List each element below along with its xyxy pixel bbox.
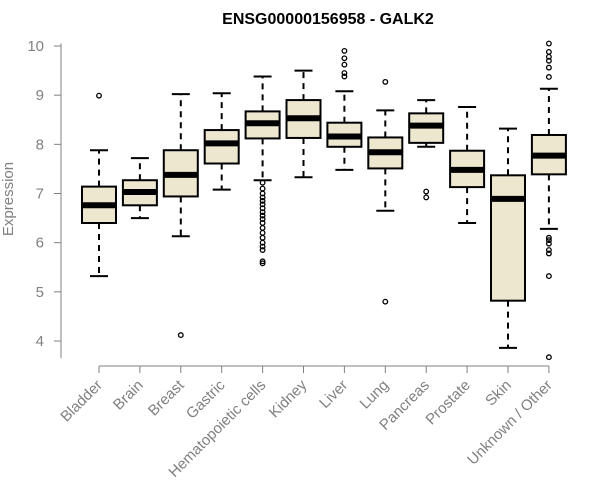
outlier-point [341, 55, 348, 62]
box-group [162, 93, 199, 339]
outlier-point [545, 247, 552, 253]
outlier-point [341, 73, 348, 80]
x-tick-label: Bladder [57, 377, 106, 426]
outlier-point [259, 224, 266, 231]
y-tick-label: 4 [36, 333, 44, 350]
outlier-point [259, 197, 266, 204]
box-group [285, 69, 322, 179]
outlier-point [259, 209, 266, 216]
outlier-point [545, 74, 552, 80]
box-group [203, 92, 240, 191]
outlier-point [545, 250, 552, 257]
outlier-point [545, 237, 552, 244]
y-axis: 4 5 6 7 8 9 10 [27, 38, 62, 359]
x-tick-label: Brain [110, 377, 147, 414]
outlier-point [259, 185, 266, 192]
x-tick-label: Kidney [266, 376, 311, 421]
x-tick-label: Liver [316, 377, 351, 412]
box-group [408, 99, 445, 201]
box-group [530, 40, 567, 361]
outlier-point [545, 234, 552, 241]
outlier-point [259, 216, 266, 223]
y-axis-label: Expression [0, 162, 17, 236]
box-group [449, 105, 486, 224]
outlier-point [259, 260, 266, 267]
outlier-point [341, 47, 348, 54]
x-tick-label: Skin [482, 377, 515, 410]
outlier-point [259, 229, 266, 236]
chart-title: ENSG00000156958 - GALK2 [222, 11, 434, 28]
x-tick-label: Prostate [422, 377, 474, 429]
outlier-point [259, 247, 266, 253]
y-tick-label: 8 [36, 136, 44, 153]
outlier-point [423, 194, 430, 201]
outlier-point [259, 239, 266, 246]
outlier-point [382, 78, 389, 85]
outlier-point [423, 188, 430, 195]
outlier-point [545, 64, 552, 71]
outlier-point [177, 332, 184, 339]
box-group [490, 127, 526, 349]
iqr-box [490, 174, 526, 302]
outlier-point [259, 243, 266, 250]
x-tick-label: Breast [145, 376, 188, 419]
y-tick-label: 9 [36, 87, 44, 104]
outlier-point [545, 48, 552, 55]
outlier-point [259, 179, 266, 186]
outlier-point [382, 298, 389, 305]
outlier-point [259, 212, 266, 219]
outlier-point [259, 205, 266, 212]
outlier-point [545, 354, 552, 361]
outlier-point [341, 70, 348, 76]
y-tick-label: 6 [36, 235, 44, 252]
outlier-point [259, 201, 266, 208]
plot-area [81, 40, 567, 361]
outlier-point [341, 61, 348, 68]
outlier-point [259, 258, 266, 265]
box-group [367, 78, 404, 305]
outlier-point [259, 194, 266, 201]
outlier-point [259, 234, 266, 241]
outlier-point [545, 57, 552, 64]
x-tick-label: Lung [357, 377, 393, 413]
box-group [326, 47, 363, 171]
outlier-point [545, 40, 552, 47]
box-group [81, 92, 117, 278]
outlier-point [96, 92, 102, 99]
outlier-point [545, 240, 552, 247]
outlier-point [259, 190, 266, 197]
outlier-point [545, 273, 552, 280]
box-group [121, 157, 158, 220]
y-tick-label: 5 [36, 284, 44, 301]
y-tick-label: 10 [27, 38, 44, 55]
iqr-box [203, 129, 240, 165]
y-tick-label: 7 [36, 186, 44, 203]
box-group [244, 75, 281, 267]
